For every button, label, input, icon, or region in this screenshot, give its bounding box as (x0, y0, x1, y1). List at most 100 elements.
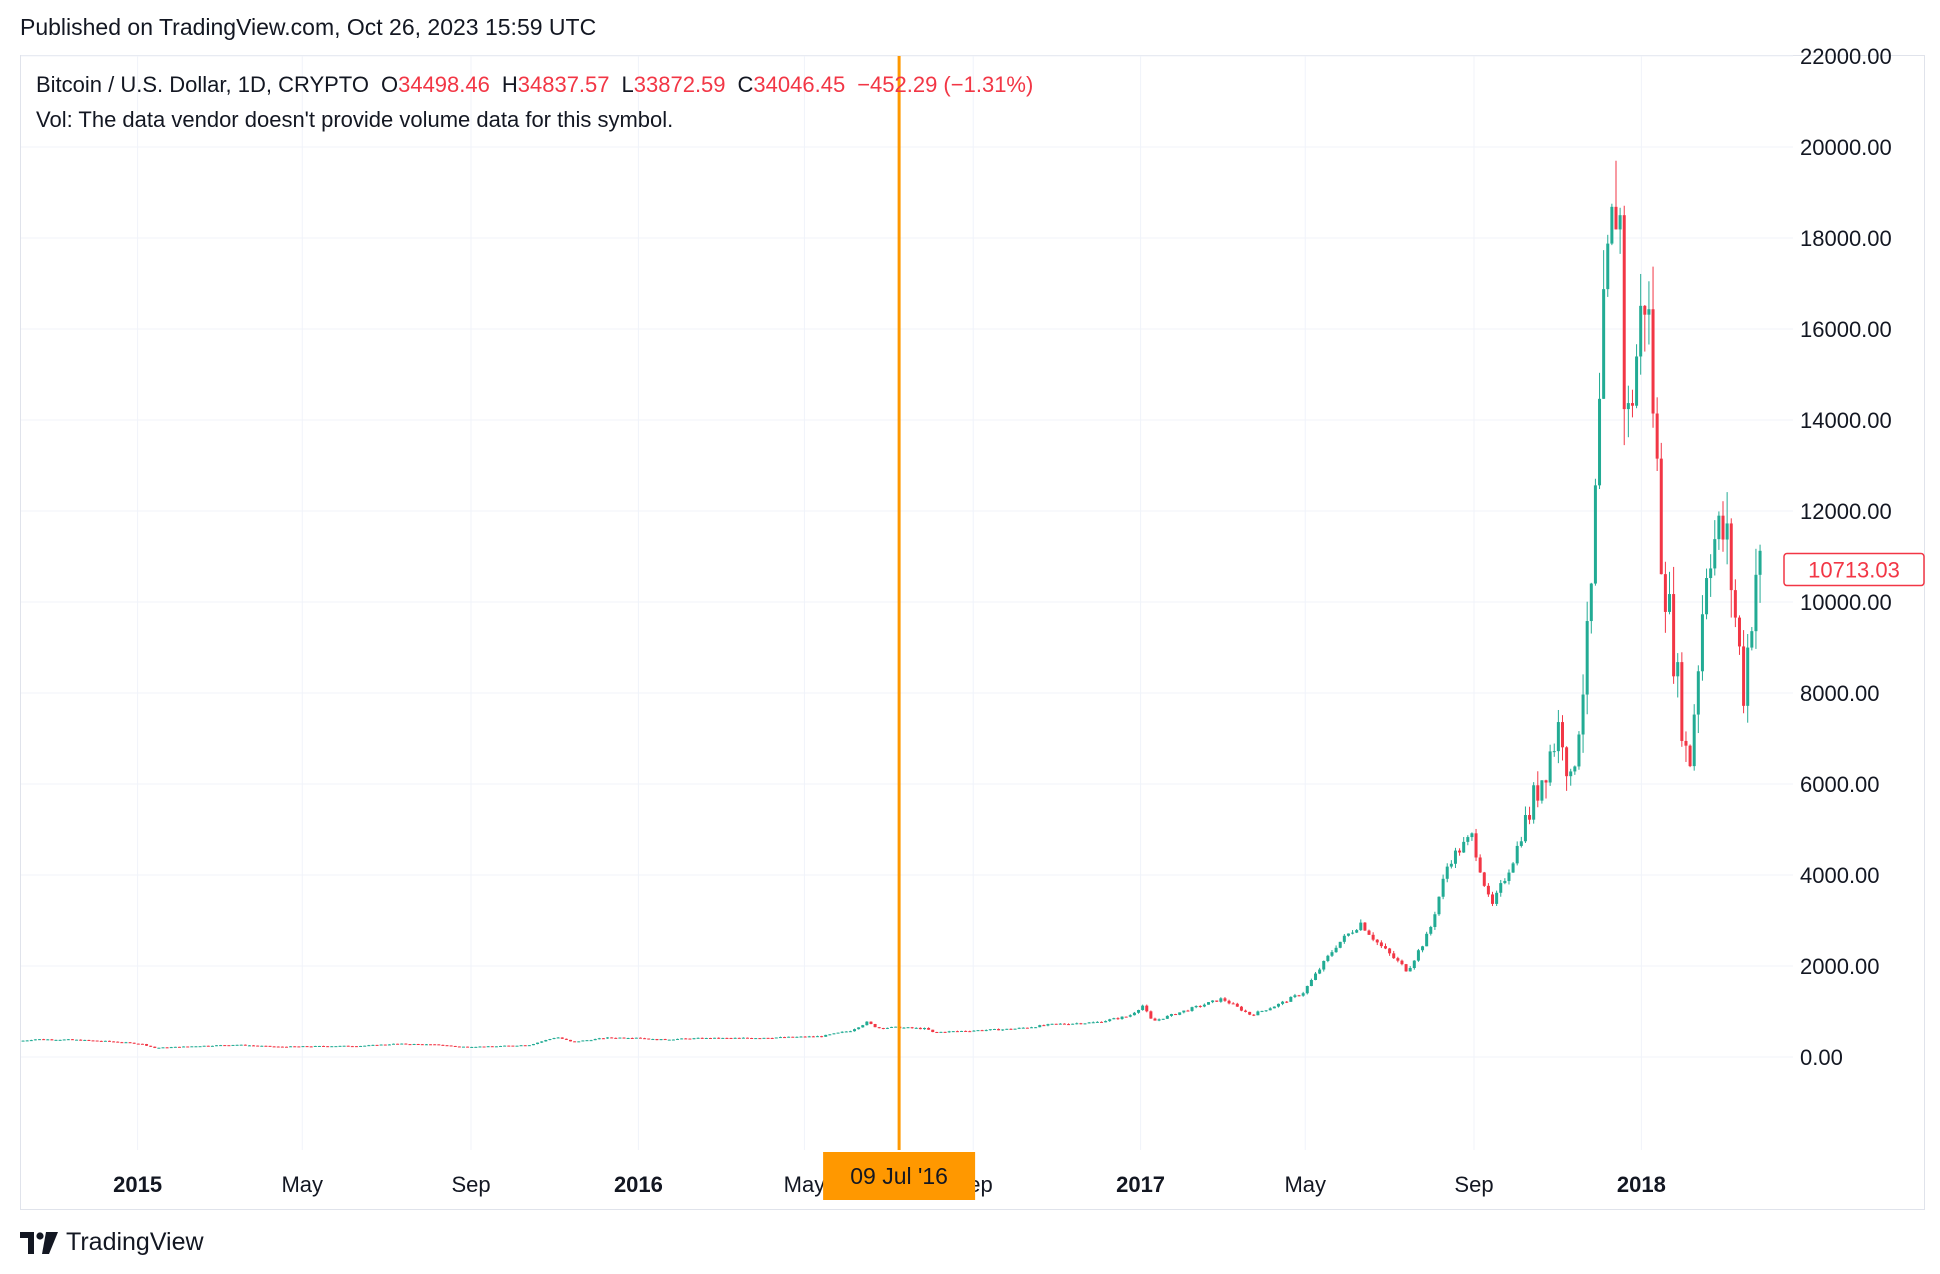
candle-body (1038, 1025, 1042, 1028)
candle-body (1346, 933, 1350, 936)
candle-body (186, 1046, 190, 1048)
candle-body (182, 1046, 186, 1048)
candle-body (70, 1039, 74, 1041)
candle-body (1709, 568, 1713, 579)
candle-body (836, 1032, 840, 1034)
candle-body (1758, 550, 1762, 575)
candle-body (799, 1036, 803, 1038)
close-label: C (737, 72, 754, 97)
candle-body (1507, 872, 1511, 881)
candle-body (960, 1030, 964, 1032)
y-tick-label: 14000.00 (1800, 408, 1892, 433)
candle-body (1079, 1023, 1083, 1025)
candle-body (803, 1036, 807, 1038)
candle-body (1062, 1023, 1066, 1025)
symbol-legend: Bitcoin / U.S. Dollar, 1D, CRYPTO O34498.… (36, 72, 1033, 98)
candle-body (964, 1030, 968, 1032)
symbol-title[interactable]: Bitcoin / U.S. Dollar, 1D, CRYPTO (36, 72, 369, 97)
candle-body (667, 1039, 671, 1041)
candle-body (169, 1047, 173, 1049)
candle-body (1565, 747, 1569, 777)
candle-body (1322, 960, 1326, 970)
candle-body (861, 1025, 865, 1028)
candle-body (1491, 894, 1495, 904)
candle-body (433, 1044, 437, 1046)
candle-body (1388, 948, 1392, 954)
candle-body (1639, 305, 1643, 357)
candle-body (165, 1047, 169, 1049)
candle-body (560, 1037, 564, 1039)
candle-body (729, 1037, 733, 1039)
candle-body (1733, 590, 1737, 618)
candle-body (1017, 1027, 1021, 1029)
candle-body (305, 1046, 309, 1048)
candle-body (1264, 1010, 1268, 1012)
candle-body (906, 1027, 910, 1029)
candle-body (688, 1038, 692, 1040)
candle-body (1276, 1003, 1280, 1007)
candle-body (1647, 309, 1651, 315)
candle-body (1585, 621, 1589, 695)
candle-body (1371, 934, 1375, 940)
high-label: H (501, 72, 518, 97)
candle-body (922, 1027, 926, 1030)
candle-body (511, 1045, 515, 1047)
candle-body (1355, 930, 1359, 933)
candle-body (622, 1037, 626, 1039)
candle-body (1569, 771, 1573, 777)
candle-body (927, 1027, 931, 1030)
candle-body (725, 1037, 729, 1039)
candle-body (1754, 574, 1758, 632)
candle-body (1034, 1027, 1038, 1029)
candle-body (1552, 751, 1556, 753)
candle-body (1289, 996, 1293, 1002)
candle-body (453, 1045, 457, 1047)
candle-body (1087, 1022, 1091, 1024)
open-label: O (380, 72, 399, 97)
tradingview-brand[interactable]: TradingView (20, 1228, 204, 1257)
candle-body (79, 1039, 83, 1041)
candle-body (284, 1046, 288, 1048)
candle-body (1338, 941, 1342, 948)
candle-body (499, 1045, 503, 1047)
candle-body (177, 1046, 181, 1048)
candle-body (194, 1046, 198, 1048)
candle-body (149, 1045, 153, 1047)
candle-body (1433, 914, 1437, 927)
candle-body (437, 1044, 441, 1046)
candle-body (1676, 662, 1680, 677)
candle-body (404, 1043, 408, 1045)
candle-body (663, 1039, 667, 1041)
candle-body (136, 1043, 140, 1045)
candle-body (260, 1045, 264, 1047)
candle-body (1449, 863, 1453, 867)
candle-body (334, 1046, 338, 1048)
candle-body (1692, 714, 1696, 767)
candle-body (741, 1037, 745, 1039)
candle-body (618, 1037, 622, 1039)
candle-body (474, 1046, 478, 1048)
candle-body (1680, 662, 1684, 741)
candle-body (342, 1045, 346, 1047)
candle-body (601, 1038, 605, 1040)
candle-body (787, 1036, 791, 1038)
candle-body (1548, 751, 1552, 783)
candle-body (902, 1027, 906, 1029)
candle-body (1672, 594, 1676, 677)
candle-body (1067, 1024, 1071, 1026)
candle-body (1519, 841, 1523, 846)
candle-body (976, 1030, 980, 1032)
candle-body (161, 1047, 165, 1049)
y-tick-label: 12000.00 (1800, 499, 1892, 524)
candle-body (811, 1036, 815, 1038)
candle-body (770, 1037, 774, 1039)
candle-body (1618, 215, 1622, 230)
candle-body (219, 1045, 223, 1047)
candle-body (540, 1041, 544, 1043)
candle-body (239, 1044, 243, 1046)
candle-body (1466, 837, 1470, 842)
candle-body (873, 1023, 877, 1028)
candle-body (280, 1046, 284, 1048)
y-tick-label: 4000.00 (1800, 863, 1880, 888)
